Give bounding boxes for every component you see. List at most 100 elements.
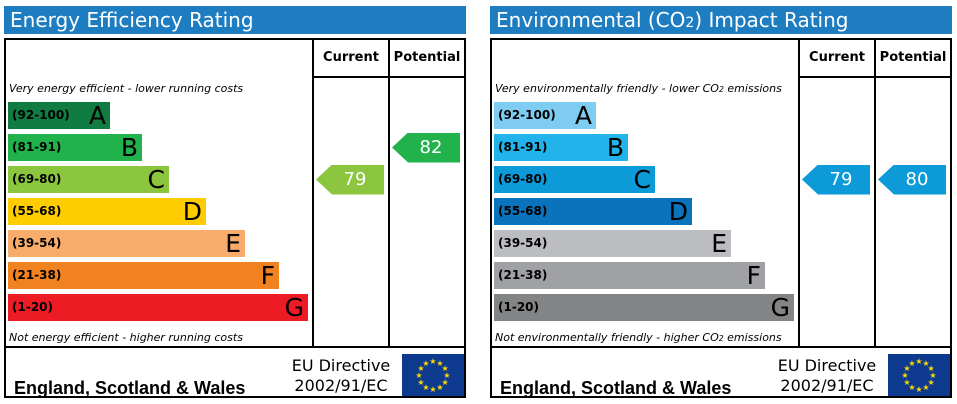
eu-star-icon: ★ <box>928 378 935 387</box>
eu-star-icon: ★ <box>429 357 436 366</box>
eu-star-icon: ★ <box>442 378 449 387</box>
rating-band-c: (69-80) C <box>8 165 169 194</box>
potential-rating-arrow: 82 <box>392 132 460 163</box>
potential-column-header: Potential <box>879 50 947 65</box>
column-divider <box>312 40 314 346</box>
footer-region-label: England, Scotland & Wales <box>500 378 732 398</box>
band-letter-label: B <box>120 133 138 162</box>
eu-flag-icon: ★ ★ ★ ★ ★ ★ ★ ★ ★ ★ ★ ★ <box>888 354 950 396</box>
column-divider <box>388 40 390 346</box>
rating-band-e: (39-54) E <box>494 229 731 258</box>
band-range-label: (21-38) <box>498 268 548 282</box>
rating-band-d: (55-68) D <box>8 197 206 226</box>
rating-band-b: (81-91) B <box>494 133 628 162</box>
band-range-label: (81-91) <box>12 140 62 154</box>
directive-line-2: 2002/91/EC <box>294 376 388 395</box>
rating-band-a: (92-100) A <box>8 101 110 130</box>
rating-band-b: (81-91) B <box>8 133 142 162</box>
eu-star-icon: ★ <box>915 385 922 394</box>
directive-line-1: EU Directive <box>777 356 877 375</box>
eu-directive-label: EU Directive 2002/91/EC <box>286 356 396 396</box>
band-range-label: (1-20) <box>12 300 53 314</box>
current-column-header: Current <box>323 50 379 65</box>
current-rating-arrow: 79 <box>802 164 870 195</box>
potential-rating-value: 80 <box>905 168 929 190</box>
band-range-label: (21-38) <box>12 268 62 282</box>
potential-rating-arrow: 80 <box>878 164 946 195</box>
band-range-label: (39-54) <box>12 236 62 250</box>
environmental-impact-title: Environmental (CO2) Impact Rating <box>490 6 952 34</box>
directive-line-1: EU Directive <box>291 356 391 375</box>
rating-band-c: (69-80) C <box>494 165 655 194</box>
eu-star-icon: ★ <box>908 359 915 368</box>
current-column-header: Current <box>809 50 865 65</box>
eu-star-icon: ★ <box>436 383 443 392</box>
energy-efficiency-frame: Current Potential Very energy efficient … <box>4 38 466 398</box>
eu-star-icon: ★ <box>922 359 929 368</box>
column-divider <box>874 40 876 346</box>
header-divider <box>312 76 464 78</box>
rating-band-a: (92-100) A <box>494 101 596 130</box>
rating-band-d: (55-68) D <box>494 197 692 226</box>
band-letter-label: B <box>606 133 624 162</box>
eu-directive-label: EU Directive 2002/91/EC <box>772 356 882 396</box>
eu-star-icon: ★ <box>929 371 936 380</box>
energy-efficiency-panel: Energy Efficiency Rating Current Potenti… <box>4 6 468 398</box>
band-letter-label: E <box>711 229 727 258</box>
band-letter-label: A <box>574 101 592 130</box>
band-range-label: (92-100) <box>12 108 70 122</box>
eu-star-icon: ★ <box>442 364 449 373</box>
eu-star-icon: ★ <box>436 359 443 368</box>
eu-star-icon: ★ <box>903 378 910 387</box>
potential-rating-value: 82 <box>419 136 443 158</box>
rating-band-f: (21-38) F <box>494 261 765 290</box>
potential-column-header: Potential <box>393 50 461 65</box>
eu-star-icon: ★ <box>908 383 915 392</box>
footer-divider <box>6 346 464 348</box>
eu-star-icon: ★ <box>422 359 429 368</box>
band-letter-label: G <box>770 293 790 322</box>
band-range-label: (55-68) <box>498 204 548 218</box>
current-rating-value: 79 <box>343 168 367 190</box>
band-range-label: (69-80) <box>12 172 62 186</box>
top-caption: Very environmentally friendly - lower CO… <box>495 82 782 95</box>
eu-stars: ★★★★★★★★★ ★ ★★ <box>415 357 450 394</box>
top-caption: Very energy efficient - lower running co… <box>9 82 244 95</box>
band-range-label: (1-20) <box>498 300 539 314</box>
band-letter-label: C <box>147 165 165 194</box>
band-range-label: (39-54) <box>498 236 548 250</box>
directive-line-2: 2002/91/EC <box>780 376 874 395</box>
environmental-impact-frame: Current Potential Very environmentally f… <box>490 38 952 398</box>
band-range-label: (81-91) <box>498 140 548 154</box>
rating-band-f: (21-38) F <box>8 261 279 290</box>
current-rating-arrow: 79 <box>316 164 384 195</box>
band-letter-label: F <box>260 261 275 290</box>
header-divider <box>798 76 950 78</box>
eu-star-icon: ★ <box>422 383 429 392</box>
bottom-caption: Not energy efficient - higher running co… <box>9 331 243 344</box>
band-range-label: (92-100) <box>498 108 556 122</box>
band-letter-label: E <box>225 229 241 258</box>
band-letter-label: C <box>633 165 651 194</box>
eu-star-icon: ★ <box>415 371 422 380</box>
eu-star-icon: ★ <box>901 371 908 380</box>
eu-star-icon: ★ <box>443 371 450 380</box>
eu-star-icon: ★ <box>903 364 910 373</box>
band-letter-label: D <box>668 197 688 226</box>
energy-efficiency-title: Energy Efficiency Rating <box>4 6 466 34</box>
rating-band-e: (39-54) E <box>8 229 245 258</box>
footer-divider <box>492 346 950 348</box>
band-letter-label: D <box>182 197 202 226</box>
rating-band-g: (1-20) G <box>8 293 308 322</box>
eu-star-icon: ★ <box>922 383 929 392</box>
eu-star-icon: ★ <box>928 364 935 373</box>
bottom-caption: Not environmentally friendly - higher CO… <box>495 331 782 344</box>
column-divider <box>798 40 800 346</box>
band-letter-label: F <box>746 261 761 290</box>
band-range-label: (55-68) <box>12 204 62 218</box>
footer-region-label: England, Scotland & Wales <box>14 378 246 398</box>
eu-star-icon: ★ <box>429 385 436 394</box>
eu-star-icon: ★ <box>915 357 922 366</box>
eu-star-icon: ★ <box>417 378 424 387</box>
band-letter-label: A <box>88 101 106 130</box>
